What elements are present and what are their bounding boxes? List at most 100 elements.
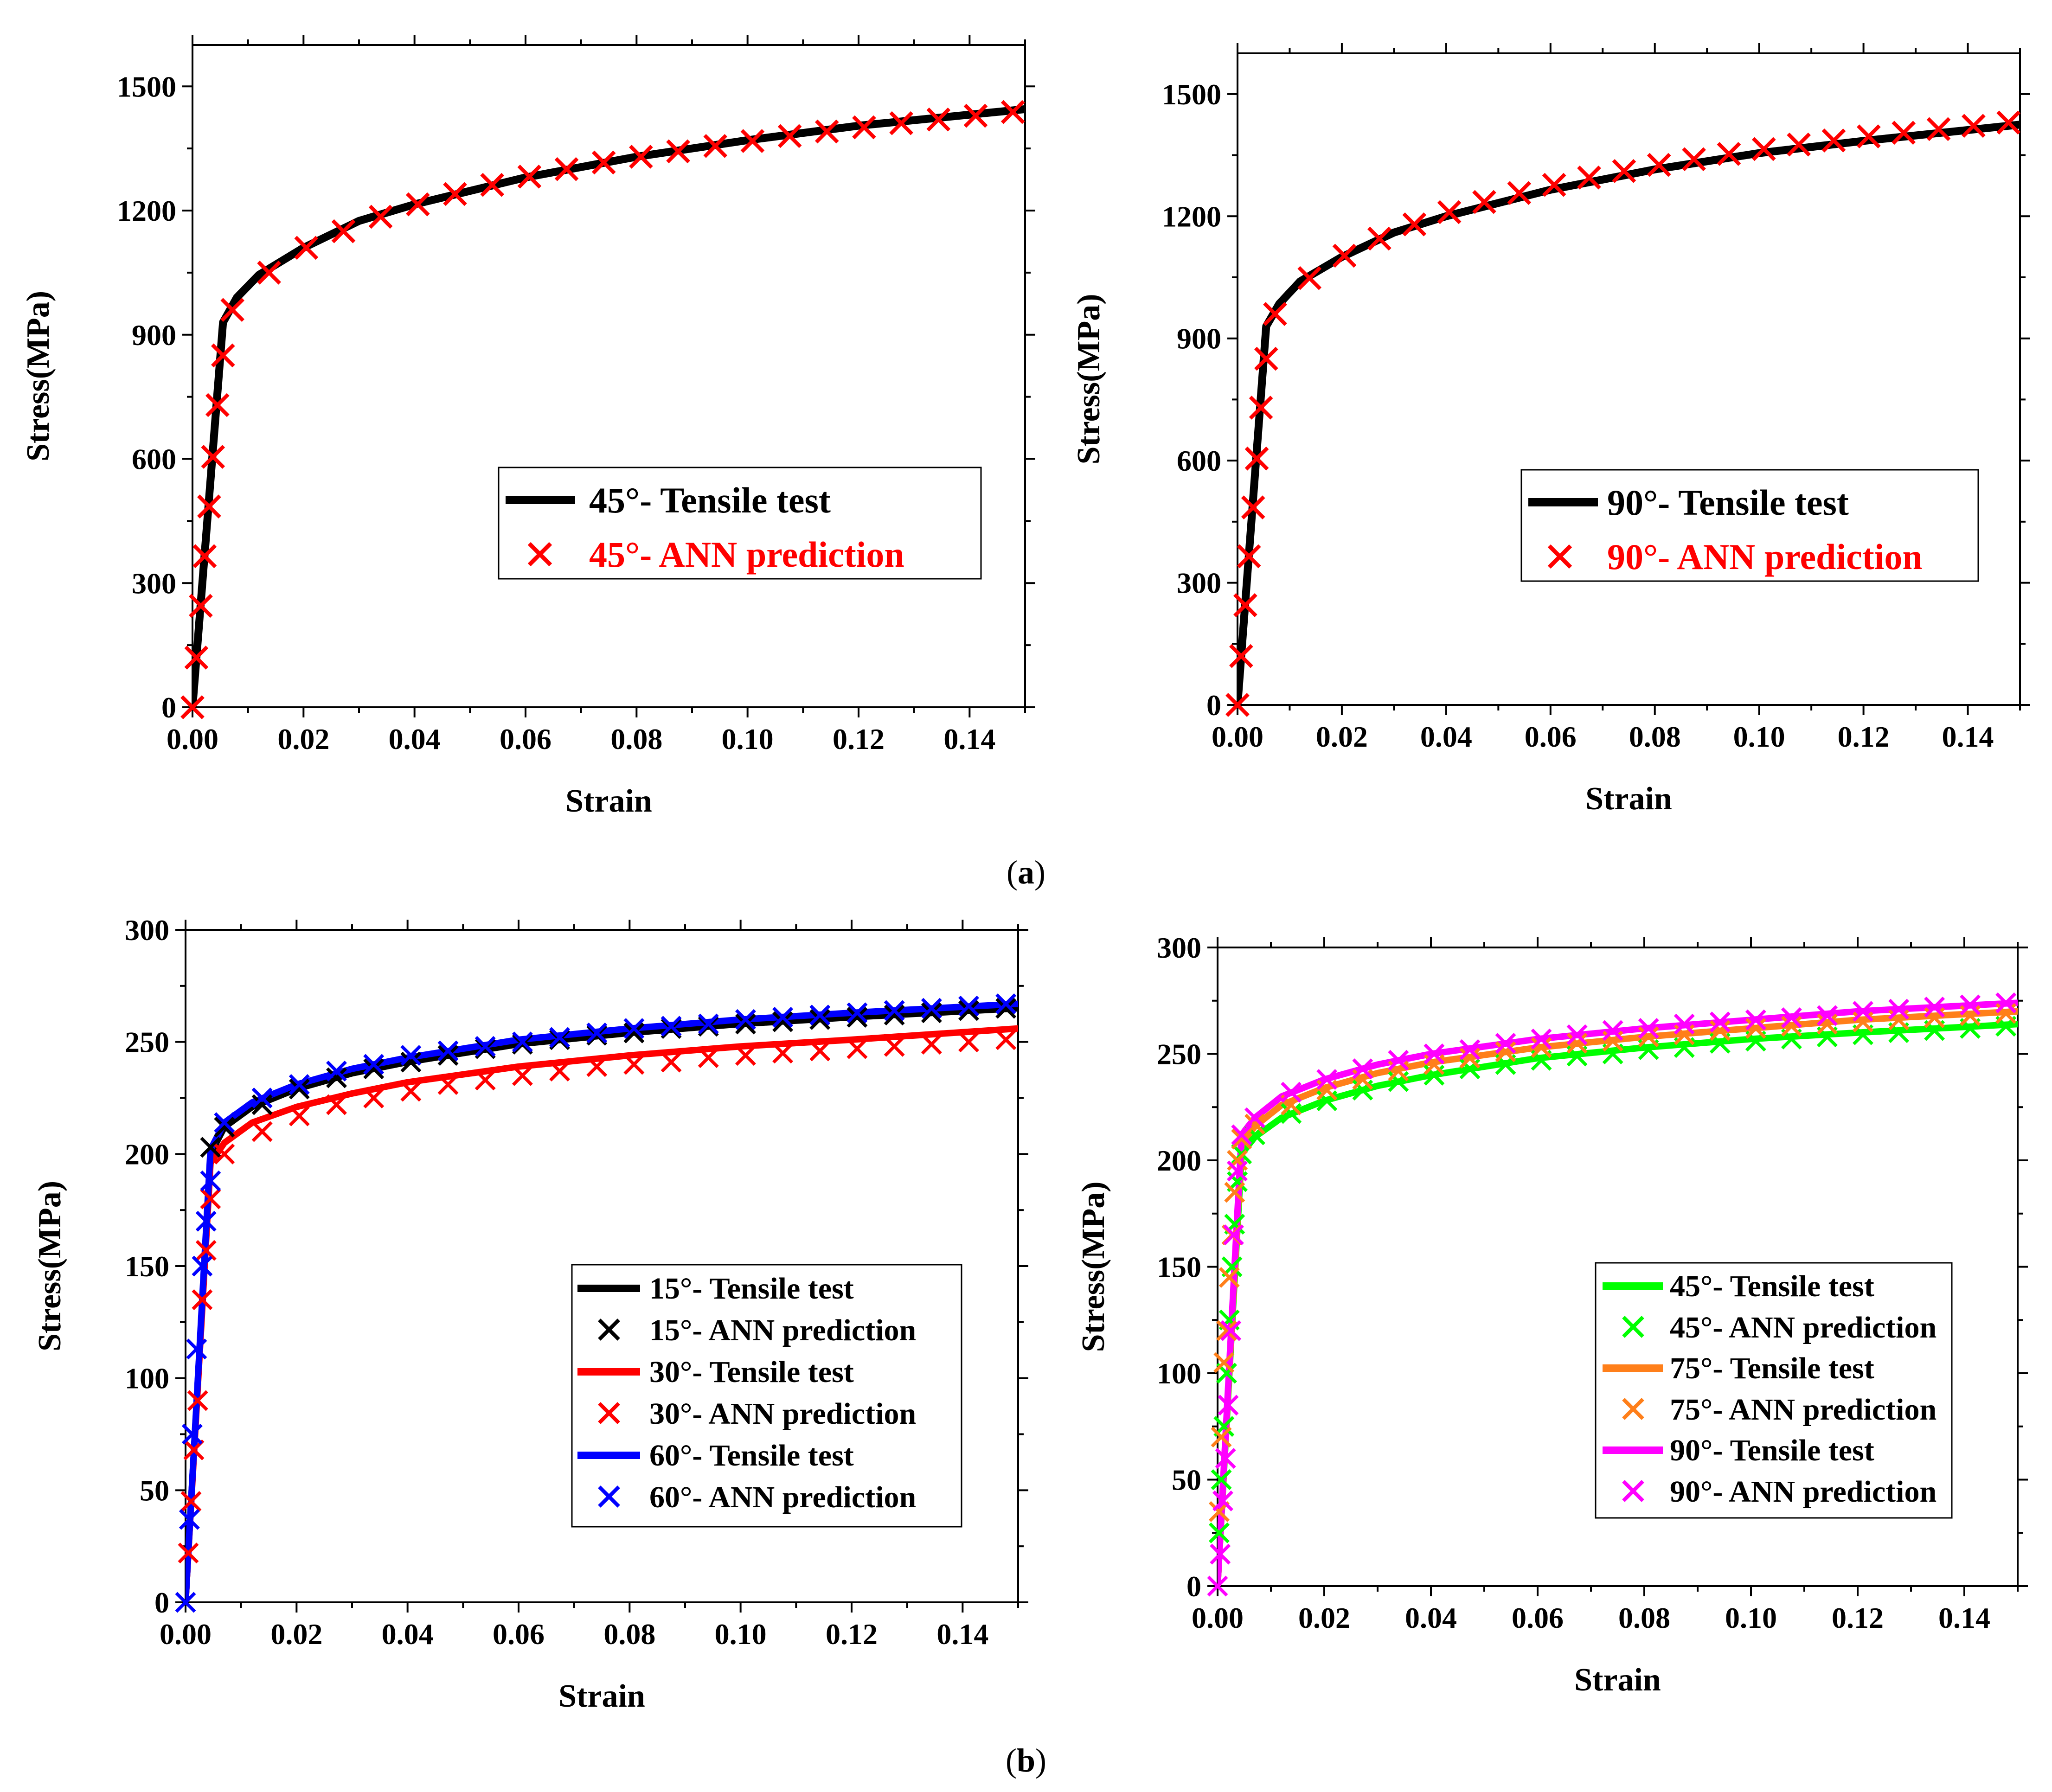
marker-stroke [1223, 1224, 1244, 1246]
data-point-marker [772, 1007, 794, 1028]
legend-x-marker-stroke [1547, 544, 1572, 569]
data-point-marker [180, 695, 205, 719]
marker-stroke [1857, 124, 1881, 148]
marker-stroke [1638, 1026, 1659, 1048]
legend-x-marker [598, 1318, 620, 1341]
y-axis-label: Stress(MPa) [32, 1181, 68, 1351]
marker-stroke [1388, 1050, 1409, 1071]
data-point-marker [740, 129, 765, 153]
x-tick-label: 0.14 [936, 1618, 988, 1651]
marker-stroke [1709, 1020, 1731, 1041]
marker-stroke [1717, 142, 1741, 166]
marker-stroke [1297, 266, 1322, 290]
data-point-marker [186, 1338, 207, 1360]
legend-x-marker [598, 1485, 620, 1508]
caption-b-letter: b [1017, 1742, 1035, 1779]
x-tick-label: 0.02 [1298, 1601, 1350, 1634]
marker-stroke [549, 1027, 571, 1048]
plot-frame [1237, 52, 2021, 706]
marker-stroke [1233, 593, 1257, 617]
data-point-marker [958, 995, 979, 1017]
data-point-marker [1367, 226, 1392, 251]
marker-stroke [921, 1034, 942, 1055]
data-point-marker [1211, 1427, 1232, 1448]
marker-stroke [192, 1289, 213, 1310]
data-point-marker [703, 134, 728, 158]
data-point-marker [1816, 1013, 1838, 1035]
marker-stroke [735, 1045, 756, 1066]
marker-stroke [1220, 1320, 1242, 1341]
x-tick-label: 0.06 [1512, 1601, 1564, 1634]
marker-stroke [180, 695, 205, 719]
marker-stroke [1216, 1320, 1238, 1341]
y-tick-label: 100 [125, 1362, 169, 1395]
caption-b: (b) [1006, 1742, 1046, 1779]
data-point-marker [660, 1051, 682, 1073]
data-point-marker [512, 1065, 533, 1086]
data-point-marker [1857, 124, 1881, 148]
marker-stroke [1787, 132, 1811, 157]
data-point-marker [205, 393, 230, 417]
y-axis-label: Stress(MPa) [1076, 1181, 1111, 1352]
data-point-marker [735, 1013, 756, 1035]
marker-stroke [289, 1105, 310, 1126]
marker-stroke [1566, 1033, 1588, 1054]
x-tick-label: 0.14 [1938, 1601, 1990, 1634]
marker-stroke [1367, 226, 1392, 251]
data-point-marker [289, 1105, 310, 1126]
data-point-marker [666, 139, 690, 164]
legend-label: 90°- Tensile test [1607, 482, 1849, 523]
data-point-marker [1388, 1050, 1409, 1071]
marker-stroke [1229, 644, 1253, 668]
panel-a-left-45deg: 0.00 0.02 0.04 0.06 0.08 0.10 0.12 0.14 0 300 600 9… [20, 35, 1035, 819]
marker-stroke [326, 1061, 347, 1082]
marker-stroke [1216, 1363, 1238, 1384]
x-tick-label: 0.08 [1629, 720, 1681, 753]
data-point-marker [257, 261, 281, 285]
data-point-marker [1225, 693, 1250, 717]
x-tick-label: 0.02 [270, 1618, 322, 1651]
data-point-marker [1926, 117, 1951, 141]
data-point-marker [363, 1088, 385, 1108]
x-tick-label: 0.00 [167, 723, 218, 755]
marker-stroke [1960, 994, 1981, 1016]
marker-stroke [186, 1338, 207, 1360]
data-point-marker [1892, 121, 1916, 145]
marker-stroke [1424, 1043, 1445, 1064]
marker-stroke [187, 1390, 208, 1411]
marker-stroke [180, 1491, 202, 1512]
marker-stroke [809, 1005, 831, 1026]
data-point-marker [1216, 1320, 1238, 1341]
data-point-marker [363, 1058, 385, 1080]
legend-label: 45°- Tensile test [589, 480, 831, 520]
marker-stroke [889, 111, 913, 135]
marker-stroke [1674, 1013, 1695, 1035]
y-tick-label: 50 [140, 1474, 169, 1507]
marker-stroke [1244, 1107, 1265, 1128]
y-tick-label: 300 [1157, 931, 1201, 964]
data-point-marker [629, 145, 653, 169]
marker-stroke [666, 139, 690, 164]
data-point-marker [1745, 1018, 1766, 1039]
caption-a: (a) [1007, 854, 1045, 891]
legend-p4: 45°- Tensile test 45°- ANN prediction 75… [1595, 1262, 1953, 1519]
data-point-marker [921, 1034, 942, 1055]
data-point-marker [995, 1029, 1017, 1050]
marker-stroke [517, 164, 542, 189]
marker-stroke [179, 1509, 200, 1530]
legend-x-marker-stroke [1622, 1316, 1644, 1338]
x-tick-label: 0.08 [1618, 1601, 1670, 1634]
data-point-marker [1244, 1107, 1265, 1128]
y-tick-label: 50 [1172, 1464, 1201, 1497]
legend-box [1520, 469, 1979, 582]
legend-x-marker-stroke [598, 1485, 620, 1508]
data-point-marker [623, 1022, 645, 1043]
marker-stroke [1709, 1011, 1731, 1033]
data-point-marker [958, 1000, 979, 1021]
data-point-marker [195, 1240, 217, 1261]
marker-stroke [1212, 1490, 1233, 1511]
caption-b-close: ) [1035, 1742, 1046, 1779]
data-point-marker [214, 1143, 235, 1165]
marker-stroke [1227, 1160, 1248, 1182]
